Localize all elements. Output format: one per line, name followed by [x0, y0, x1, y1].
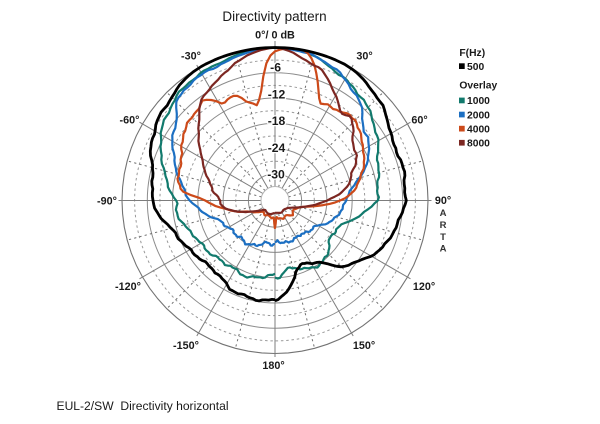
svg-text:8000: 8000 — [467, 139, 490, 150]
svg-text:90°: 90° — [435, 195, 451, 207]
svg-text:EUL-2/SW Directivity horizont: EUL-2/SW Directivity horizontal — [57, 399, 229, 413]
svg-text:4000: 4000 — [467, 124, 490, 135]
svg-text:2000: 2000 — [467, 110, 490, 121]
svg-text:0°/ 0 dB: 0°/ 0 dB — [255, 29, 295, 41]
svg-text:-30: -30 — [267, 168, 285, 182]
svg-text:A: A — [440, 244, 447, 255]
svg-text:-30°: -30° — [181, 50, 201, 62]
svg-text:A: A — [440, 208, 447, 219]
svg-text:-120°: -120° — [115, 281, 141, 293]
svg-text:T: T — [440, 232, 446, 243]
svg-text:Directivity pattern: Directivity pattern — [222, 9, 326, 24]
svg-text:-12: -12 — [268, 87, 286, 101]
svg-text:-90°: -90° — [97, 195, 117, 207]
svg-text:R: R — [440, 220, 447, 231]
svg-text:F(Hz): F(Hz) — [459, 48, 485, 59]
svg-text:180°: 180° — [262, 360, 284, 372]
svg-text:Overlay: Overlay — [459, 80, 497, 91]
svg-text:30°: 30° — [356, 50, 372, 62]
svg-text:-60°: -60° — [120, 114, 140, 126]
svg-text:1000: 1000 — [467, 96, 490, 107]
svg-text:-150°: -150° — [173, 340, 199, 352]
svg-text:120°: 120° — [413, 281, 435, 293]
svg-text:-6: -6 — [270, 61, 281, 75]
svg-text:-24: -24 — [268, 141, 286, 155]
svg-text:60°: 60° — [411, 114, 427, 126]
svg-text:150°: 150° — [353, 340, 375, 352]
svg-text:500: 500 — [467, 62, 484, 73]
svg-text:-18: -18 — [268, 114, 286, 128]
